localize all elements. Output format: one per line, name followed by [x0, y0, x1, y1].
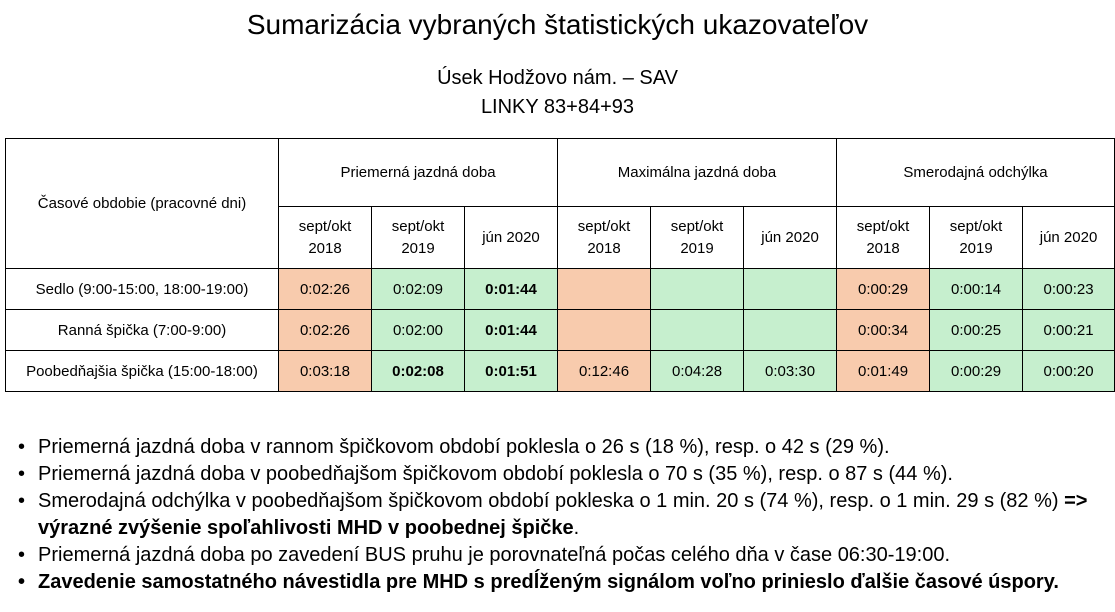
table-cell: 0:00:20	[1022, 350, 1115, 392]
statistics-table: Časové obdobie (pracovné dni) Priemerná …	[5, 138, 1115, 392]
table-cell: 0:00:34	[836, 309, 931, 351]
period-header: jún 2020	[743, 206, 838, 269]
table-cell: 0:00:23	[1022, 268, 1115, 310]
table-cell: 0:00:29	[929, 350, 1024, 392]
table-cell: 0:01:49	[836, 350, 931, 392]
table-cell	[650, 268, 745, 310]
bullet-icon: •	[18, 571, 26, 593]
list-item: • Smerodajná odchýlka v poobedňajšom špič…	[18, 490, 1088, 539]
page-title: Sumarizácia vybraných štatistických ukaz…	[246, 9, 869, 40]
table-cell	[743, 309, 838, 351]
table-cell: 0:02:26	[278, 268, 372, 310]
table-cell: 0:00:29	[836, 268, 931, 310]
table-cell	[557, 268, 652, 310]
table-cell: 0:01:44	[463, 268, 559, 310]
period-column-header: Časové obdobie (pracovné dni)	[5, 138, 279, 269]
lines-subtitle: LINKY 83+84+93	[480, 96, 635, 118]
list-item: • Priemerná jazdná doba po zavedení BUS p…	[18, 542, 1108, 569]
row-label: Poobedňajšia špička (15:00-18:00)	[5, 350, 279, 392]
bullet-icon: •	[18, 436, 26, 458]
period-header: jún 2020	[1022, 206, 1115, 269]
table-cell: 0:02:08	[371, 350, 465, 392]
list-item: • Zavedenie samostatného návestidla pre M…	[18, 569, 1108, 596]
table-cell	[650, 309, 745, 351]
table-cell: 0:12:46	[557, 350, 652, 392]
table-cell: 0:00:21	[1022, 309, 1115, 351]
table-cell: 0:03:18	[278, 350, 372, 392]
period-header: jún 2020	[463, 206, 559, 269]
period-header: sept/okt 2018	[836, 206, 931, 269]
max-travel-time-header: Maximálna jazdná doba	[557, 138, 838, 207]
table-cell: 0:04:28	[650, 350, 745, 392]
list-item: • Priemerná jazdná doba v rannom špičkovo…	[18, 434, 1108, 461]
table-cell: 0:01:44	[463, 309, 559, 351]
emphasis-text: => výrazné zvýšenie spoľahlivosti MHD v …	[38, 490, 1088, 539]
table-row-afternoon-peak: Poobedňajšia špička (15:00-18:00) 0:03:1…	[5, 350, 1115, 392]
std-deviation-header: Smerodajná odchýlka	[836, 138, 1115, 207]
bullet-icon: •	[18, 490, 26, 512]
section-subtitle: Úsek Hodžovo nám. – SAV	[437, 67, 678, 89]
table-cell	[557, 309, 652, 351]
period-header: sept/okt 2018	[557, 206, 652, 269]
table-cell: 0:02:00	[371, 309, 465, 351]
bullet-icon: •	[18, 463, 26, 485]
table-cell: 0:00:25	[929, 309, 1024, 351]
table-cell: 0:03:30	[743, 350, 838, 392]
list-item: • Priemerná jazdná doba v poobedňajšom šp…	[18, 461, 1108, 488]
table-cell	[743, 268, 838, 310]
period-header: sept/okt 2019	[929, 206, 1024, 269]
table-cell: 0:02:26	[278, 309, 372, 351]
findings-list: • Priemerná jazdná doba v rannom špičkovo…	[18, 434, 1108, 596]
table-row-sedlo: Sedlo (9:00-15:00, 18:00-19:00) 0:02:26 …	[5, 268, 1115, 310]
table-row-morning-peak: Ranná špička (7:00-9:00) 0:02:26 0:02:00…	[5, 309, 1115, 351]
bullet-icon: •	[18, 544, 26, 566]
table-cell: 0:00:14	[929, 268, 1024, 310]
table-header-row: Časové obdobie (pracovné dni) Priemerná …	[5, 138, 1115, 269]
period-header: sept/okt 2019	[650, 206, 745, 269]
table-cell: 0:02:09	[371, 268, 465, 310]
table-cell: 0:01:51	[463, 350, 559, 392]
row-label: Sedlo (9:00-15:00, 18:00-19:00)	[5, 268, 279, 310]
period-header: sept/okt 2019	[371, 206, 465, 269]
table-subheader-row: sept/okt 2018 sept/okt 2019 jún 2020 sept/…	[6, 206, 1115, 269]
avg-travel-time-header: Priemerná jazdná doba	[277, 138, 559, 207]
period-header: sept/okt 2018	[278, 206, 372, 269]
row-label: Ranná špička (7:00-9:00)	[5, 309, 279, 351]
